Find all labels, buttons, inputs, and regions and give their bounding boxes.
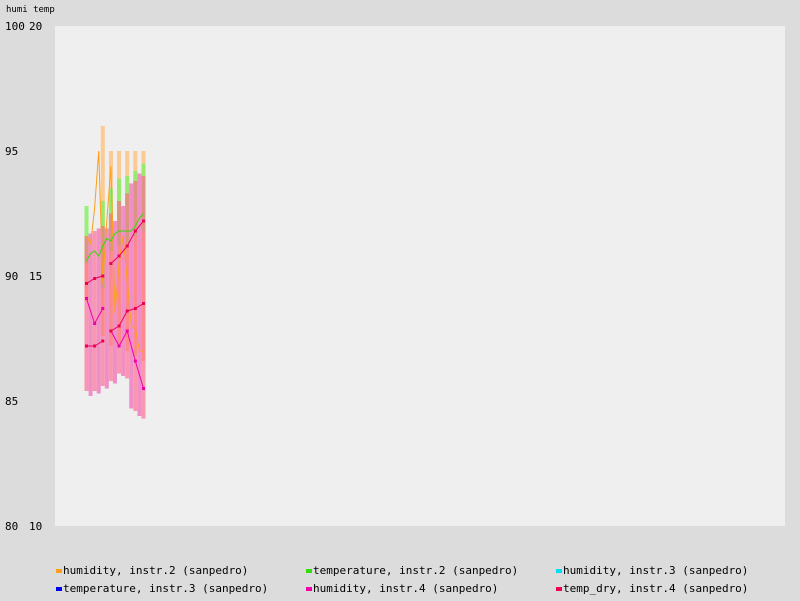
legend-label: humidity, instr.4 (sanpedro) [313, 582, 499, 595]
range-bar [96, 228, 101, 394]
series-line [86, 150, 144, 352]
legend-label: temperature, instr.2 (sanpedro) [313, 564, 519, 577]
range-bar [137, 173, 142, 416]
series-point [101, 307, 105, 310]
range-bar [92, 231, 97, 391]
legend: humidity, instr.2 (sanpedro) temperature… [56, 564, 796, 600]
axis-header: humi temp [6, 5, 55, 15]
series-point [101, 274, 105, 278]
left-tick-label: 95 [5, 145, 18, 158]
left-axis-ticks: 100 95 90 85 80 [5, 20, 25, 533]
series-point [125, 329, 129, 333]
series-lines [85, 150, 145, 390]
right-tick-label: 20 [29, 20, 42, 33]
legend-label: humidity, instr.2 (sanpedro) [63, 564, 249, 577]
legend-swatch [56, 587, 62, 591]
range-bar [121, 206, 126, 376]
series-point [85, 297, 88, 300]
series-point [109, 329, 113, 333]
right-axis-ticks: 20 15 10 [29, 20, 42, 533]
left-tick-label: 90 [5, 270, 18, 283]
series-point [141, 302, 145, 305]
legend-item: humidity, instr.4 (sanpedro) [306, 582, 498, 596]
range-bar [88, 233, 93, 396]
series-point [85, 282, 88, 285]
series-line [86, 213, 144, 262]
range-bar [104, 228, 109, 389]
legend-label: humidity, instr.3 (sanpedro) [563, 564, 749, 577]
left-tick-label: 100 [5, 20, 25, 33]
range-bar [84, 236, 89, 391]
legend-swatch [306, 587, 312, 591]
series-point [109, 262, 113, 265]
legend-item: humidity, instr.2 (sanpedro) [56, 564, 248, 578]
series-point [93, 277, 97, 280]
series-point [93, 344, 97, 348]
series-point [117, 324, 121, 328]
series-point [125, 309, 129, 313]
legend-swatch [56, 569, 62, 573]
series-point [117, 254, 121, 258]
legend-item: temperature, instr.2 (sanpedro) [306, 564, 518, 578]
legend-label: temperature, instr.3 (sanpedro) [63, 582, 269, 595]
series-point [85, 344, 88, 348]
series-point [101, 339, 105, 343]
legend-item: humidity, instr.3 (sanpedro) [556, 564, 748, 578]
legend-item: temperature, instr.3 (sanpedro) [56, 582, 268, 596]
series-point [93, 322, 97, 325]
range-bar [108, 213, 113, 381]
range-bar [100, 226, 105, 386]
series-point [125, 244, 129, 248]
legend-swatch [306, 569, 312, 573]
right-tick-label: 10 [29, 520, 42, 533]
range-bar [129, 183, 134, 409]
series-point [141, 219, 145, 223]
series-point [133, 229, 137, 233]
range-bar [84, 206, 89, 264]
range-bar [141, 176, 146, 419]
range-bar [133, 181, 138, 411]
legend-swatch [556, 587, 562, 591]
plot-area [55, 26, 785, 526]
left-tick-label: 85 [5, 395, 18, 408]
legend-label: temp_dry, instr.4 (sanpedro) [563, 582, 749, 595]
right-tick-label: 15 [29, 270, 42, 283]
left-tick-label: 80 [5, 520, 18, 533]
series-point [133, 307, 137, 310]
legend-swatch [556, 569, 562, 573]
legend-item: temp_dry, instr.4 (sanpedro) [556, 582, 748, 596]
series-point [133, 359, 137, 363]
series-point [141, 387, 145, 390]
range-bar [117, 201, 122, 374]
series-point [117, 344, 121, 348]
